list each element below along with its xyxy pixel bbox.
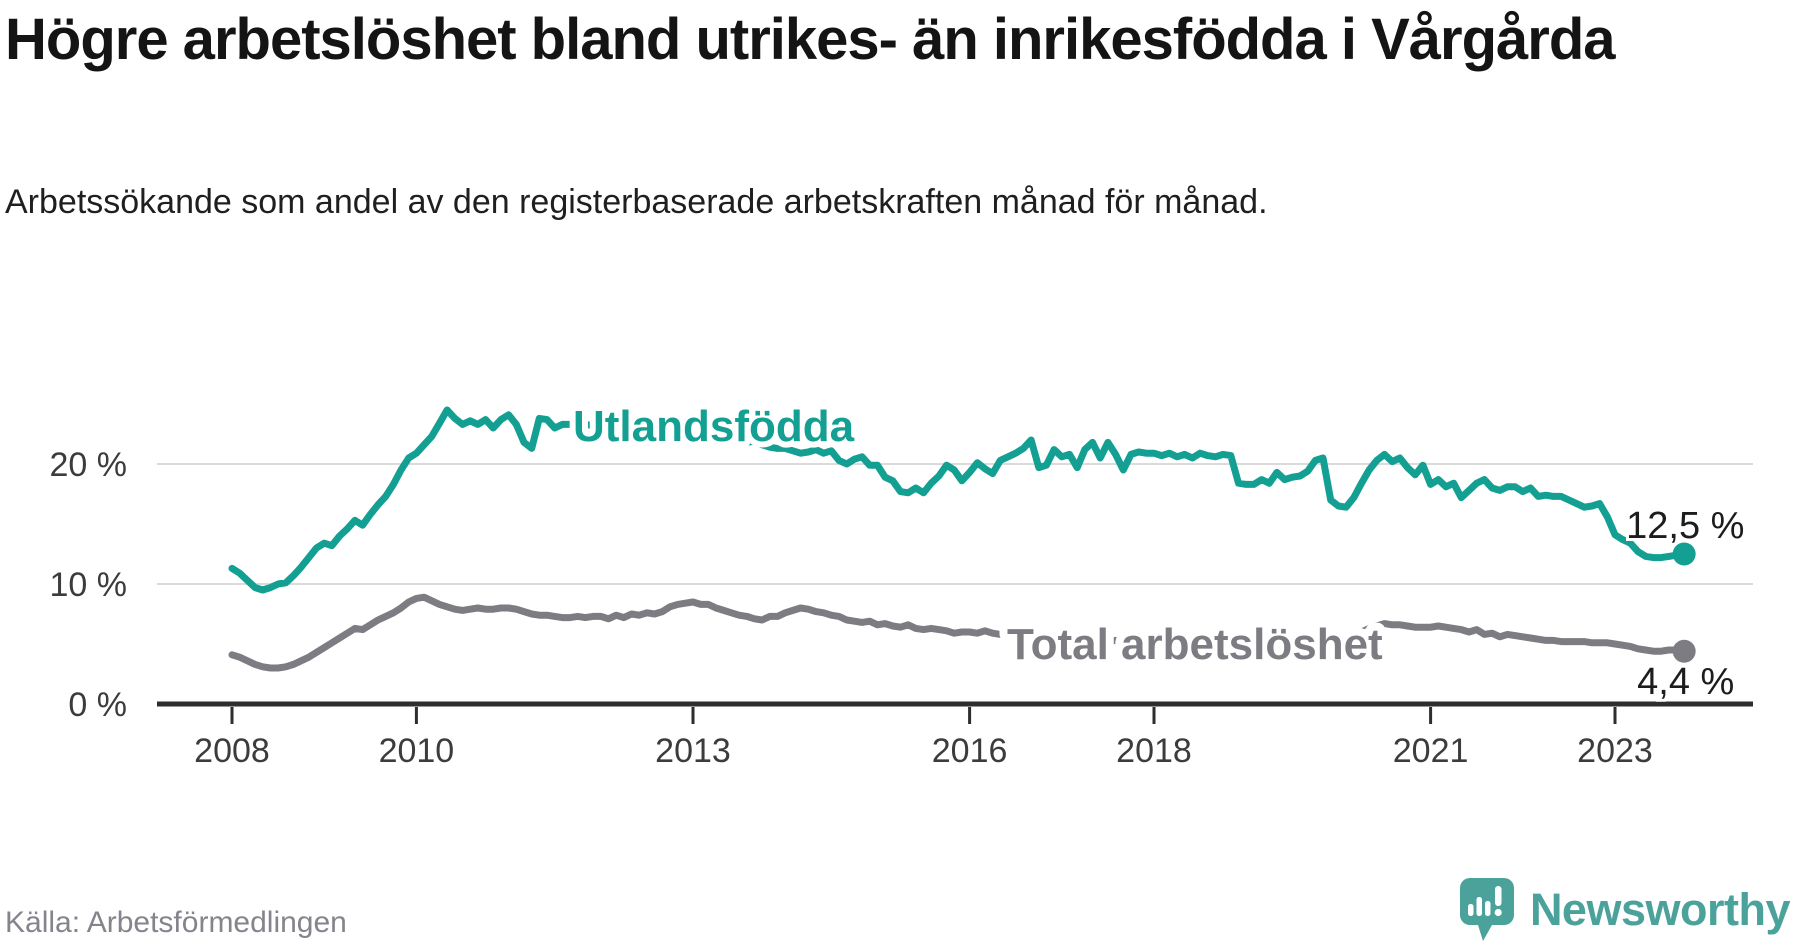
y-axis-label-10: 10 % (50, 566, 128, 604)
bar-3 (1484, 901, 1491, 916)
y-axis-label-20: 20 % (50, 446, 128, 484)
x-axis-label-2018: 2018 (1116, 732, 1192, 770)
exclamation-bar (1494, 886, 1502, 906)
end-value-label-utlandsfodda: 12,5 % (1626, 505, 1744, 547)
source-note: Källa: Arbetsförmedlingen (5, 906, 347, 939)
end-dot-utlandsfodda (1672, 542, 1696, 566)
x-axis-label-2010: 2010 (379, 732, 455, 770)
newsworthy-logo: Newsworthy (1458, 878, 1791, 942)
line-total-arbetsloshet (228, 593, 1688, 672)
x-axis-label-2008: 2008 (194, 732, 270, 770)
end-dot-total-arbetsloshet (1672, 639, 1696, 663)
newsworthy-wordmark: Newsworthy (1529, 884, 1791, 935)
bar-2 (1476, 897, 1482, 916)
y-axis-label-0: 0 % (68, 686, 127, 724)
x-axis-label-2013: 2013 (655, 732, 731, 770)
series-label-utlandsfodda: Utlandsfödda (573, 402, 855, 451)
end-value-label-total-arbetsloshet: 4,4 % (1637, 661, 1734, 703)
x-axis-label-2016: 2016 (932, 732, 1008, 770)
bar-1 (1467, 904, 1474, 916)
exclamation-dot (1494, 908, 1502, 917)
chart-subtitle: Arbetssökande som andel av den registerb… (5, 183, 1268, 221)
line-utlandsfodda (228, 406, 1688, 594)
x-axis-label-2021: 2021 (1393, 732, 1469, 770)
chart-title: Högre arbetslöshet bland utrikes- än inr… (5, 7, 1616, 72)
series-label-total-arbetsloshet: Total arbetslöshet (1007, 620, 1383, 669)
newsworthy-icon (1459, 878, 1514, 941)
x-axis-label-2023: 2023 (1577, 732, 1653, 770)
